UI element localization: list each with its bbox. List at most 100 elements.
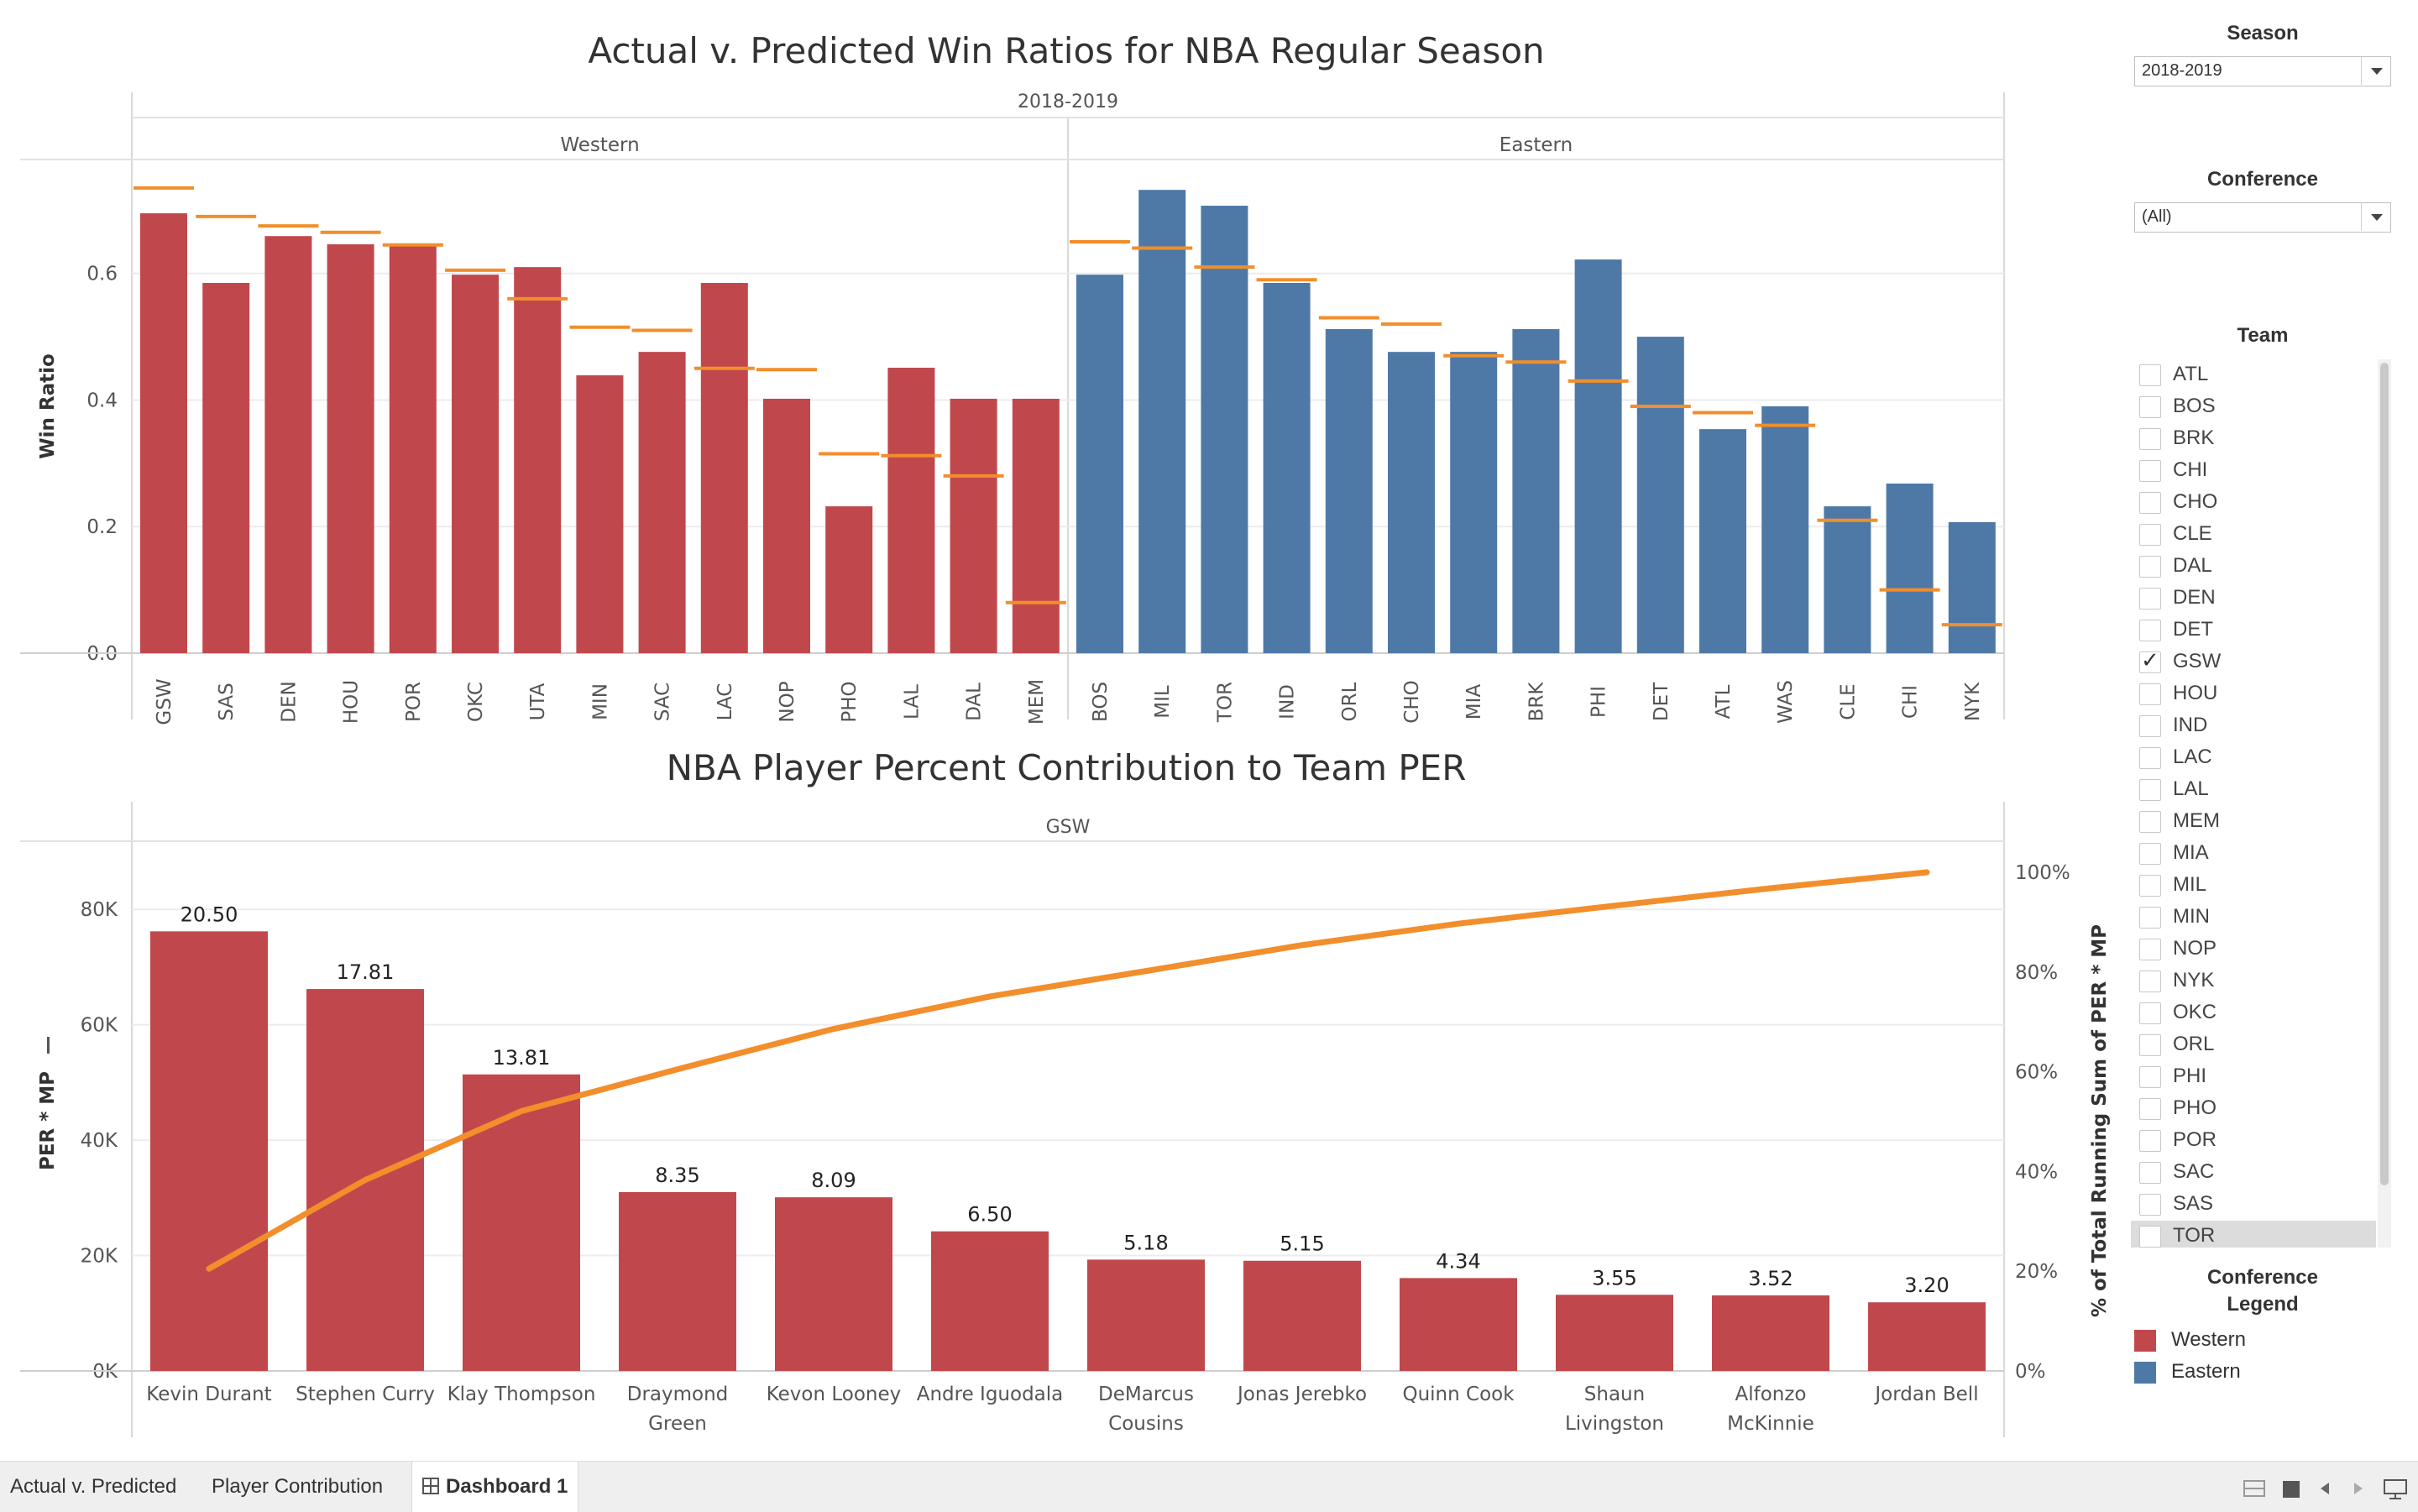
team-filter-item[interactable]: MIN: [2131, 902, 2376, 934]
team-checkbox[interactable]: [2139, 556, 2161, 578]
team-checkbox[interactable]: [2139, 1002, 2161, 1024]
x-tick-label: GSW: [154, 678, 175, 725]
team-filter-item[interactable]: MEM: [2131, 806, 2376, 838]
team-checkbox[interactable]: [2139, 364, 2161, 386]
team-filter-item[interactable]: NYK: [2131, 965, 2376, 997]
team-filter-item[interactable]: TOR: [2131, 1221, 2376, 1248]
team-checkbox[interactable]: [2139, 683, 2161, 705]
chevron-down-icon[interactable]: [2361, 203, 2390, 231]
team-filter-item[interactable]: IND: [2131, 710, 2376, 742]
x-tick-label: IND: [1277, 684, 1299, 719]
team-checkbox[interactable]: [2139, 1226, 2161, 1248]
team-checkbox[interactable]: [2139, 779, 2161, 801]
team-checkbox[interactable]: [2139, 647, 2161, 673]
team-filter-item[interactable]: MIA: [2131, 838, 2376, 870]
legend-title-line: Conference: [2206, 1266, 2319, 1289]
y-tick-label: 60K: [81, 1015, 118, 1037]
team-checkbox[interactable]: [2139, 524, 2161, 546]
team-checkbox-label: DEN: [2173, 586, 2216, 609]
x-tick-label: Jordan Bell: [1873, 1384, 1978, 1405]
actual-bar: [1263, 283, 1311, 653]
team-checkbox-label: POR: [2173, 1128, 2217, 1151]
x-tick-label: Green: [648, 1413, 707, 1435]
team-filter-item[interactable]: OKC: [2131, 997, 2376, 1029]
conference-dropdown[interactable]: (All): [2134, 202, 2391, 233]
x-tick-label: MEM: [1026, 679, 1048, 725]
team-filter-item[interactable]: NOP: [2131, 934, 2376, 965]
team-filter-list: ATL BOS BRK CHI CHO CLE DAL DEN DET GSW HOU IND LAC L…: [2131, 359, 2376, 1248]
team-filter-item[interactable]: BOS: [2131, 391, 2376, 423]
team-checkbox[interactable]: [2139, 715, 2161, 737]
team-checkbox[interactable]: [2139, 1034, 2161, 1056]
team-checkbox[interactable]: [2139, 843, 2161, 865]
team-checkbox[interactable]: [2139, 907, 2161, 929]
tab-dashboard-1-label: Dashboard 1: [446, 1475, 568, 1498]
single-view-icon[interactable]: [2282, 1480, 2300, 1499]
team-filter-item[interactable]: BRK: [2131, 423, 2376, 455]
tab-actual-v-predicted[interactable]: Actual v. Predicted: [10, 1475, 177, 1498]
team-checkbox[interactable]: [2139, 588, 2161, 610]
x-tick-label: LAC: [714, 683, 736, 721]
team-filter-item[interactable]: DAL: [2131, 551, 2376, 583]
team-checkbox[interactable]: [2139, 396, 2161, 418]
next-arrow-icon[interactable]: [2353, 1482, 2364, 1495]
team-filter-item[interactable]: GSW: [2131, 646, 2376, 678]
presentation-icon[interactable]: [2383, 1478, 2408, 1500]
player-bar: [1243, 1260, 1361, 1371]
team-filter-item[interactable]: MIL: [2131, 870, 2376, 902]
season-dropdown[interactable]: 2018-2019: [2134, 56, 2391, 86]
team-checkbox[interactable]: [2139, 1194, 2161, 1216]
chevron-down-icon[interactable]: [2361, 57, 2390, 85]
team-filter-item[interactable]: POR: [2131, 1125, 2376, 1157]
team-filter-item[interactable]: LAC: [2131, 742, 2376, 774]
actual-bar: [1948, 521, 1996, 653]
team-filter-item[interactable]: DEN: [2131, 583, 2376, 615]
team-checkbox-label: SAS: [2173, 1192, 2214, 1215]
player-bar: [775, 1197, 892, 1371]
team-list-scrollbar[interactable]: [2378, 359, 2391, 1248]
team-checkbox-label: LAL: [2173, 777, 2209, 800]
tab-dashboard-1[interactable]: Dashboard 1: [411, 1462, 579, 1512]
team-checkbox[interactable]: [2139, 811, 2161, 833]
team-filter-item[interactable]: ATL: [2131, 359, 2376, 391]
team-filter-item[interactable]: SAS: [2131, 1189, 2376, 1221]
team-checkbox[interactable]: [2139, 1066, 2161, 1088]
actual-bar: [1076, 275, 1123, 653]
team-checkbox[interactable]: [2139, 1098, 2161, 1120]
team-filter-item[interactable]: ORL: [2131, 1029, 2376, 1061]
actual-bar: [1636, 337, 1684, 653]
team-checkbox[interactable]: [2139, 492, 2161, 514]
team-checkbox-label: IND: [2173, 714, 2208, 736]
x-tick-label: POR: [403, 682, 425, 722]
team-checkbox-label: CHI: [2173, 458, 2208, 481]
team-checkbox-label: ORL: [2173, 1033, 2215, 1055]
team-filter-item[interactable]: CLE: [2131, 519, 2376, 551]
prev-arrow-icon[interactable]: [2319, 1482, 2331, 1495]
team-filter-item[interactable]: PHO: [2131, 1093, 2376, 1125]
legend-label: Western: [2171, 1328, 2246, 1351]
x-tick-label: Klay Thompson: [447, 1384, 596, 1405]
team-checkbox[interactable]: [2139, 460, 2161, 482]
grid-view-icon[interactable]: [2243, 1480, 2265, 1497]
scrollbar-thumb[interactable]: [2380, 363, 2389, 1185]
team-checkbox[interactable]: [2139, 939, 2161, 960]
team-filter-item[interactable]: DET: [2131, 615, 2376, 646]
team-filter-item[interactable]: CHO: [2131, 487, 2376, 519]
team-checkbox[interactable]: [2139, 428, 2161, 450]
team-filter-item[interactable]: SAC: [2131, 1157, 2376, 1189]
team-checkbox[interactable]: [2139, 620, 2161, 641]
team-checkbox[interactable]: [2139, 747, 2161, 769]
season-header: 2018-2019: [1018, 92, 1118, 112]
team-filter-item[interactable]: CHI: [2131, 455, 2376, 487]
team-filter-item[interactable]: HOU: [2131, 678, 2376, 710]
bar-data-label: 5.18: [1123, 1231, 1168, 1254]
y2-tick-label: 60%: [2015, 1062, 2058, 1084]
team-checkbox[interactable]: [2139, 1130, 2161, 1152]
team-filter-item[interactable]: PHI: [2131, 1061, 2376, 1093]
team-checkbox[interactable]: [2139, 1162, 2161, 1184]
tab-player-contribution[interactable]: Player Contribution: [212, 1475, 384, 1498]
team-checkbox[interactable]: [2139, 971, 2161, 992]
team-checkbox[interactable]: [2139, 875, 2161, 897]
team-filter-item[interactable]: LAL: [2131, 774, 2376, 806]
player-bar: [1712, 1295, 1829, 1371]
